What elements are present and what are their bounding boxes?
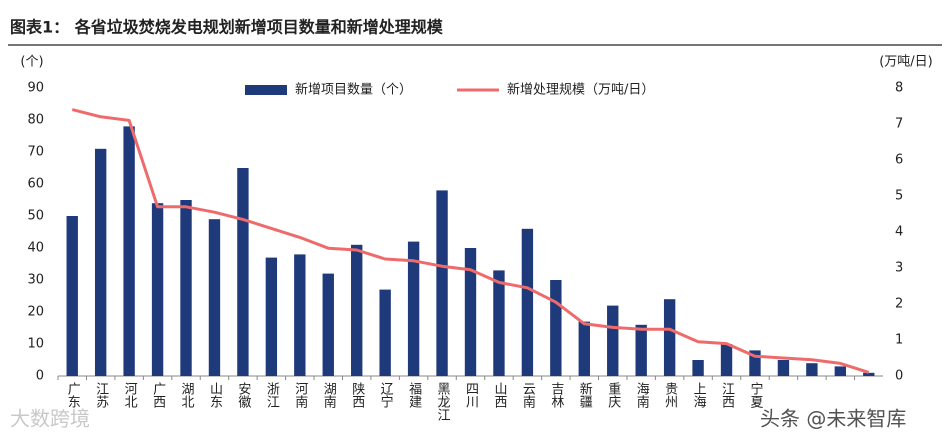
x-tick-label: 四川 (463, 382, 479, 408)
bar (692, 360, 704, 376)
bar (151, 203, 164, 376)
y-tick-label: 90 (27, 81, 44, 96)
y2-tick-label: 7 (895, 117, 903, 132)
bar (294, 254, 306, 376)
y-unit: (个) (20, 55, 43, 70)
bar (635, 324, 647, 376)
bar (806, 363, 818, 376)
bar (521, 228, 534, 376)
x-tick-label: 新疆 (577, 381, 593, 408)
y-tick-label: 30 (27, 273, 44, 288)
x-tick-label: 河北 (122, 382, 138, 409)
bar (550, 280, 562, 376)
y-tick-label: 20 (27, 305, 44, 320)
x-tick-label: 云南 (520, 382, 536, 408)
bar (66, 216, 78, 376)
y2-tick-label: 4 (895, 225, 903, 240)
x-tick-label: 辽宁 (378, 382, 394, 408)
x-tick-label: 福建 (406, 382, 422, 409)
y-tick-label: 10 (27, 337, 44, 352)
bar (720, 344, 733, 376)
bar (208, 219, 221, 376)
y2-tick-label: 0 (895, 369, 903, 384)
watermark: 头条 @未来智库 (760, 407, 906, 431)
x-tick-label: 重庆 (605, 381, 621, 408)
x-tick-label: 江西 (719, 382, 735, 408)
y2-tick-label: 2 (895, 297, 903, 312)
bar (863, 372, 875, 376)
bar (578, 321, 590, 376)
y2-tick-label: 3 (895, 261, 903, 276)
y2-tick-label: 5 (895, 189, 903, 204)
bar (265, 257, 278, 376)
y-tick-label: 50 (27, 209, 44, 224)
x-tick-label: 安徽 (235, 382, 251, 408)
y2-unit: (万吨/日) (879, 55, 933, 70)
bar (607, 305, 619, 376)
y-tick-label: 60 (27, 177, 44, 192)
bar (180, 200, 192, 376)
legend-label: 新增项目数量（个） (295, 82, 412, 98)
bar (436, 190, 448, 376)
x-tick-label: 浙江 (264, 382, 280, 408)
bar (407, 241, 420, 376)
x-tick-label: 广西 (150, 382, 166, 408)
x-tick-label: 黑龙江 (435, 382, 451, 421)
x-tick-label: 宁夏 (747, 381, 763, 408)
watermark: 大数跨境 (10, 407, 90, 431)
bar (322, 273, 334, 376)
bar (237, 168, 249, 376)
y2-tick-label: 1 (895, 333, 903, 348)
line (71, 108, 870, 374)
chart-title: 图表1： 各省垃圾焚烧发电规划新增项目数量和新增处理规模 (10, 18, 444, 37)
x-tick-label: 陕西 (349, 382, 365, 408)
x-tick-label: 河南 (292, 382, 308, 408)
x-tick-label: 湖南 (321, 382, 337, 408)
x-tick-label: 海南 (634, 382, 650, 408)
x-tick-label: 吉林 (548, 382, 564, 408)
y-tick-label: 70 (27, 145, 44, 160)
bar (464, 248, 477, 376)
y-tick-label: 0 (36, 369, 44, 384)
y-tick-label: 80 (27, 113, 44, 128)
x-tick-label: 山西 (491, 382, 507, 408)
bar (777, 360, 790, 376)
legend-label: 新增处理规模（万吨/日） (507, 82, 654, 98)
legend-swatch (245, 85, 287, 95)
y2-tick-label: 6 (895, 153, 903, 168)
bar (94, 148, 107, 376)
x-tick-label: 山东 (207, 382, 223, 408)
bar (749, 350, 761, 376)
x-tick-label: 江苏 (93, 382, 109, 408)
y2-tick-label: 8 (895, 81, 903, 96)
x-tick-label: 贵州 (662, 382, 678, 408)
bar (493, 270, 505, 376)
x-tick-label: 湖北 (179, 382, 195, 409)
bar (663, 299, 676, 376)
y-tick-label: 40 (27, 241, 44, 256)
bar (379, 289, 391, 376)
x-tick-label: 广东 (65, 382, 81, 408)
x-tick-label: 上海 (691, 382, 707, 408)
bar (834, 366, 847, 376)
bar (123, 126, 135, 377)
bar (351, 244, 363, 376)
